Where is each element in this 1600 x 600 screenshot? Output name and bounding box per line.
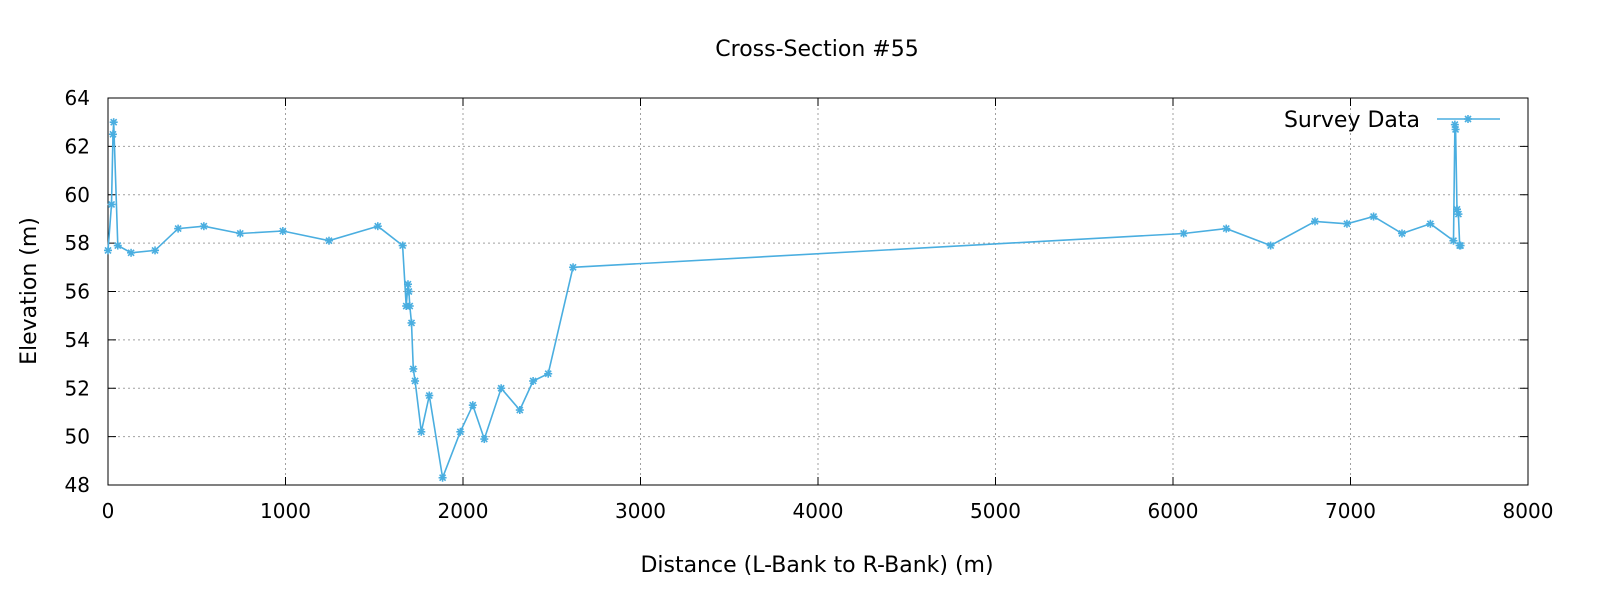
y-axis-label: Elevation (m)	[17, 217, 42, 365]
y-tick-label: 58	[65, 231, 90, 255]
data-point	[529, 376, 538, 385]
data-point	[425, 391, 434, 400]
data-point	[405, 302, 414, 311]
grid	[108, 98, 1528, 485]
data-point	[1342, 219, 1351, 228]
legend-marker	[1464, 115, 1472, 123]
data-point	[407, 318, 416, 327]
data-point	[409, 364, 418, 373]
y-tick-label: 60	[65, 183, 90, 207]
data-point	[515, 406, 524, 415]
x-tick-label: 4000	[793, 499, 844, 523]
legend-label: Survey Data	[1284, 108, 1420, 133]
y-tick-label: 50	[65, 425, 90, 449]
data-point	[108, 130, 117, 139]
data-point	[109, 118, 118, 127]
data-point	[456, 427, 465, 436]
data-point	[151, 246, 160, 255]
data-point	[1426, 219, 1435, 228]
x-tick-label: 2000	[438, 499, 489, 523]
data-point	[107, 200, 116, 209]
chart-title: Cross-Section #55	[715, 37, 918, 62]
data-point	[373, 222, 382, 231]
data-point	[544, 369, 553, 378]
series-line	[107, 122, 1461, 481]
data-point	[1397, 229, 1406, 238]
data-point	[127, 248, 136, 257]
data-point	[1454, 210, 1463, 219]
data-point	[569, 263, 578, 272]
x-tick-label: 5000	[970, 499, 1021, 523]
y-tick-labels: 48 50 52 54 56 58 60 62 64	[65, 86, 90, 497]
data-point	[438, 473, 447, 482]
data-point	[398, 241, 407, 250]
x-axis-label: Distance (L-Bank to R-Bank) (m)	[640, 553, 993, 578]
series-survey-data	[104, 118, 1465, 482]
legend-line-sample	[1437, 115, 1500, 123]
data-point	[497, 384, 506, 393]
data-point	[1449, 236, 1458, 245]
x-tick-label: 0	[102, 499, 115, 523]
data-point	[236, 229, 245, 238]
y-tick-label: 56	[65, 280, 90, 304]
x-tick-label: 7000	[1325, 499, 1376, 523]
data-point	[278, 227, 287, 236]
y-tick-label: 62	[65, 134, 90, 158]
data-point	[1369, 212, 1378, 221]
data-point	[113, 241, 122, 250]
data-point	[1266, 241, 1275, 250]
y-tick-label: 54	[65, 328, 90, 352]
y-tick-label: 48	[65, 473, 90, 497]
data-point	[199, 222, 208, 231]
x-tick-labels: 0 1000 2000 3000 4000 5000 6000 7000 8000	[102, 499, 1554, 523]
data-point	[403, 280, 412, 289]
y-tick-label: 52	[65, 376, 90, 400]
data-point	[411, 376, 420, 385]
data-point	[480, 435, 489, 444]
data-point	[174, 224, 183, 233]
legend: Survey Data	[1284, 108, 1500, 133]
x-tick-label: 1000	[260, 499, 311, 523]
data-point	[1222, 224, 1231, 233]
x-tick-label: 6000	[1148, 499, 1199, 523]
y-tick-label: 64	[65, 86, 90, 110]
data-point	[1456, 241, 1465, 250]
data-point	[404, 287, 413, 296]
data-point	[324, 236, 333, 245]
data-point	[104, 246, 112, 255]
x-tick-label: 8000	[1503, 499, 1554, 523]
data-point	[468, 401, 477, 410]
data-point	[1179, 229, 1188, 238]
data-point	[1451, 125, 1460, 134]
data-point	[1311, 217, 1319, 226]
data-point	[417, 427, 426, 436]
x-tick-label: 3000	[615, 499, 666, 523]
